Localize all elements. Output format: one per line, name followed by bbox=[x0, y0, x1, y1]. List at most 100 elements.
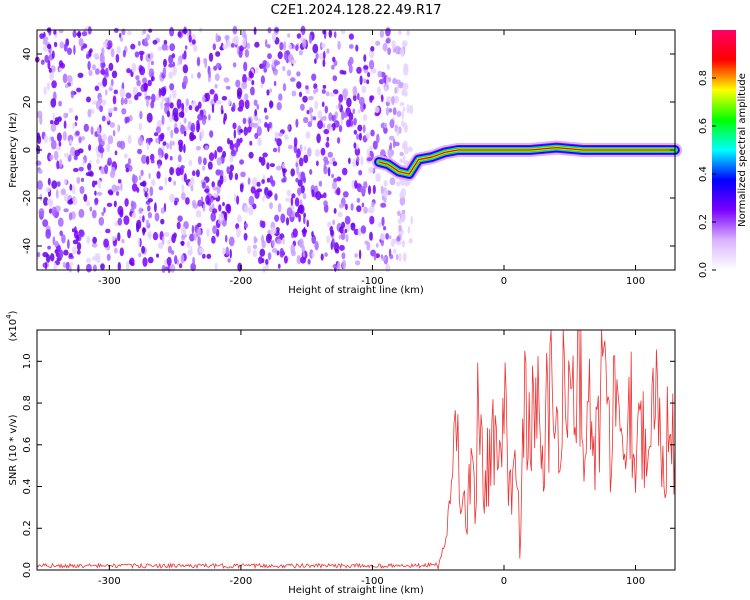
heatmap-noise-cell bbox=[407, 226, 411, 235]
heatmap-noise-cell bbox=[363, 78, 367, 84]
heatmap-noise-cell bbox=[297, 204, 304, 214]
heatmap-noise-cell bbox=[158, 186, 164, 191]
colorbar-tick-label: 0.2 bbox=[698, 214, 709, 230]
heatmap-noise-cell bbox=[234, 173, 239, 181]
heatmap-noise-cell bbox=[188, 159, 193, 167]
heatmap-noise-cell bbox=[377, 222, 382, 228]
heatmap-noise-cell bbox=[221, 109, 224, 115]
heatmap-noise-cell bbox=[246, 126, 252, 133]
heatmap-noise-cell bbox=[244, 49, 250, 58]
heatmap-noise-cell bbox=[61, 234, 66, 244]
heatmap-noise-cell bbox=[68, 107, 74, 113]
heatmap-noise-cell bbox=[399, 196, 406, 206]
heatmap-noise-cell bbox=[175, 167, 181, 177]
heatmap-noise-cell bbox=[141, 180, 147, 187]
snr-ylabel: SNR (10 * v/v) bbox=[8, 414, 19, 485]
heatmap-noise-cell bbox=[290, 168, 296, 177]
heatmap-noise-cell bbox=[102, 77, 108, 87]
heatmap-noise-cell bbox=[183, 117, 187, 124]
heatmap-noise-cell bbox=[154, 212, 160, 222]
heatmap-noise-cell bbox=[284, 54, 288, 61]
heatmap-noise-cell bbox=[92, 236, 97, 244]
heatmap-noise-cell bbox=[395, 79, 401, 85]
heatmap-noise-cell bbox=[177, 154, 182, 163]
heatmap-noise-cell bbox=[190, 122, 196, 133]
heatmap-x-tick-label: -100 bbox=[361, 276, 384, 287]
heatmap-noise-cell bbox=[78, 208, 85, 218]
heatmap-noise-cell bbox=[148, 68, 155, 78]
heatmap-noise-cell bbox=[328, 29, 332, 38]
heatmap-noise-cell bbox=[161, 236, 165, 246]
heatmap-noise-cell bbox=[93, 53, 100, 59]
heatmap-noise-cell bbox=[257, 137, 262, 147]
heatmap-noise-cell bbox=[332, 56, 336, 63]
heatmap-noise-cell bbox=[254, 109, 258, 117]
heatmap-noise-cell bbox=[348, 112, 354, 121]
heatmap-noise-cell bbox=[396, 127, 400, 137]
heatmap-noise-cell bbox=[188, 181, 192, 189]
heatmap-noise-cell bbox=[338, 203, 344, 209]
heatmap-noise-cell bbox=[157, 147, 163, 156]
heatmap-noise-cell bbox=[105, 67, 109, 76]
heatmap-noise-cell bbox=[315, 52, 319, 60]
heatmap-noise-cell bbox=[223, 116, 226, 125]
heatmap-noise-cell bbox=[230, 43, 235, 48]
heatmap-noise-cell bbox=[63, 178, 67, 185]
heatmap-noise-cell bbox=[279, 247, 285, 258]
heatmap-noise-cell bbox=[156, 171, 161, 179]
heatmap-noise-cell bbox=[332, 89, 339, 95]
heatmap-noise-cell bbox=[391, 40, 396, 49]
heatmap-noise-cell bbox=[350, 203, 354, 211]
heatmap-noise-cell bbox=[101, 211, 105, 216]
heatmap-noise-cell bbox=[309, 169, 313, 175]
heatmap-noise-cell bbox=[322, 29, 327, 35]
heatmap-noise-cell bbox=[296, 71, 301, 77]
heatmap-noise-cell bbox=[279, 42, 284, 51]
heatmap-noise-cell bbox=[383, 126, 388, 134]
heatmap-noise-cell bbox=[348, 157, 351, 164]
snr-xlabel: Height of straight line (km) bbox=[288, 585, 424, 596]
heatmap-noise-cell bbox=[276, 238, 282, 245]
heatmap-noise-cell bbox=[379, 29, 385, 38]
heatmap-noise-cell bbox=[75, 130, 80, 136]
heatmap-noise-cell bbox=[308, 34, 313, 44]
heatmap-noise-cell bbox=[192, 44, 198, 52]
heatmap-noise-cell bbox=[139, 110, 143, 120]
heatmap-noise-cell bbox=[117, 262, 122, 271]
heatmap-noise-cell bbox=[142, 215, 145, 223]
heatmap-noise-cell bbox=[76, 249, 81, 255]
heatmap-noise-cell bbox=[107, 40, 113, 49]
heatmap-noise-cell bbox=[278, 263, 281, 269]
heatmap-noise-cell bbox=[253, 99, 258, 106]
heatmap-noise-cell bbox=[286, 207, 293, 217]
colorbar-gradient bbox=[712, 30, 736, 270]
heatmap-noise-cell bbox=[123, 215, 130, 225]
heatmap-noise-cell bbox=[188, 34, 192, 43]
heatmap-noise-cell bbox=[244, 93, 249, 101]
heatmap-noise-cell bbox=[111, 184, 117, 193]
heatmap-noise-cell bbox=[199, 131, 202, 142]
heatmap-noise-cell bbox=[153, 132, 159, 137]
heatmap-noise-cell bbox=[271, 32, 277, 42]
heatmap-noise-cell bbox=[92, 264, 97, 272]
heatmap-noise-cell bbox=[369, 215, 375, 225]
heatmap-noise-cell bbox=[90, 126, 94, 135]
heatmap-noise-cell bbox=[244, 205, 249, 214]
heatmap-noise-cell bbox=[312, 43, 319, 54]
heatmap-noise-cell bbox=[124, 116, 128, 124]
heatmap-noise-cell bbox=[262, 63, 266, 70]
heatmap-noise-cell bbox=[323, 192, 327, 199]
heatmap-noise-cell bbox=[112, 95, 117, 105]
heatmap-noise-cell bbox=[78, 166, 84, 172]
heatmap-noise-cell bbox=[337, 40, 341, 51]
heatmap-noise-cell bbox=[49, 154, 54, 161]
heatmap-noise-cell bbox=[206, 228, 210, 237]
heatmap-noise-cell bbox=[341, 167, 348, 176]
heatmap-noise-cell bbox=[251, 177, 258, 187]
heatmap-noise-cell bbox=[68, 265, 72, 273]
heatmap-noise-cell bbox=[183, 130, 187, 137]
heatmap-noise-cell bbox=[261, 258, 265, 264]
heatmap-noise-cell bbox=[72, 30, 77, 38]
heatmap-noise-cell bbox=[154, 202, 157, 213]
heatmap-noise-cell bbox=[344, 203, 348, 211]
